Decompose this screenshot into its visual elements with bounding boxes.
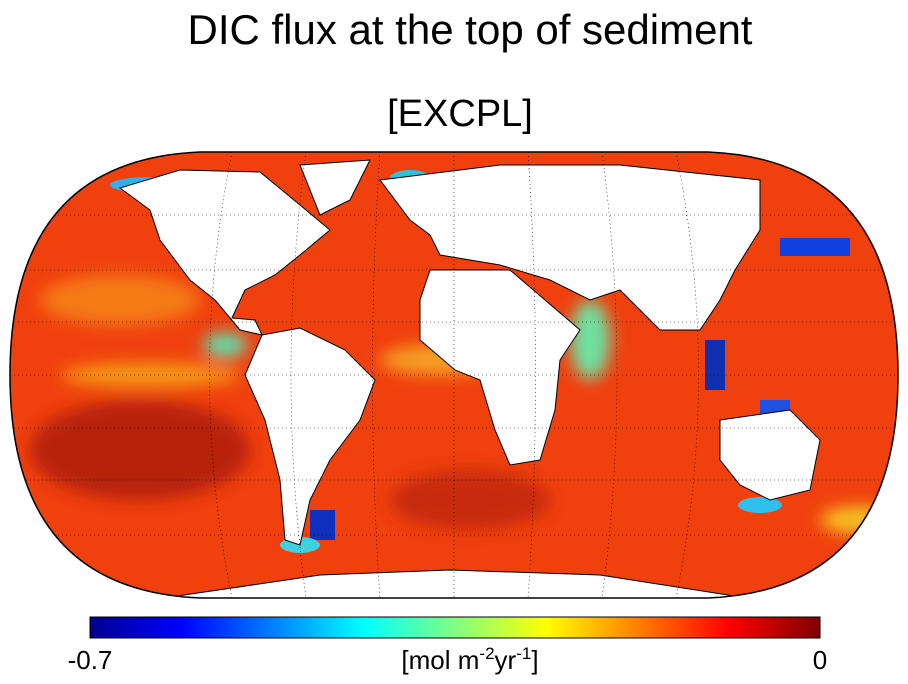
- unit-text: yr: [495, 645, 517, 675]
- colorbar-scale: [89, 616, 821, 639]
- colorbar: [mol m-2yr-1] -0.7 0: [68, 616, 827, 675]
- flux-spot: [738, 497, 782, 513]
- colorbar-unit: [mol m-2yr-1]: [401, 644, 538, 675]
- flux-spot: [705, 340, 725, 390]
- map-frame: [9, 151, 899, 599]
- subtitle: [EXCPL]: [387, 93, 533, 135]
- unit-exponent: -2: [479, 644, 494, 663]
- title: DIC flux at the top of sediment: [188, 6, 753, 53]
- greenland: [299, 159, 371, 216]
- south-america: [244, 327, 376, 546]
- colorbar-tick-label: 0: [813, 645, 827, 675]
- map: [10, 152, 898, 598]
- flux-spot: [780, 238, 850, 256]
- unit-exponent: -1: [516, 644, 531, 663]
- graticule: [10, 152, 898, 598]
- unit-text: [mol m: [401, 645, 479, 675]
- eurasia: [379, 164, 761, 331]
- australia: [719, 409, 821, 501]
- colorbar-tick-label: -0.7: [68, 645, 113, 675]
- antarctica: [149, 569, 761, 598]
- flux-spot: [760, 400, 790, 414]
- unit-text: ]: [531, 645, 538, 675]
- flux-spot: [310, 510, 335, 540]
- land: [118, 159, 821, 598]
- flux-pattern: [30, 188, 898, 534]
- africa: [419, 269, 581, 466]
- north-america: [118, 169, 331, 336]
